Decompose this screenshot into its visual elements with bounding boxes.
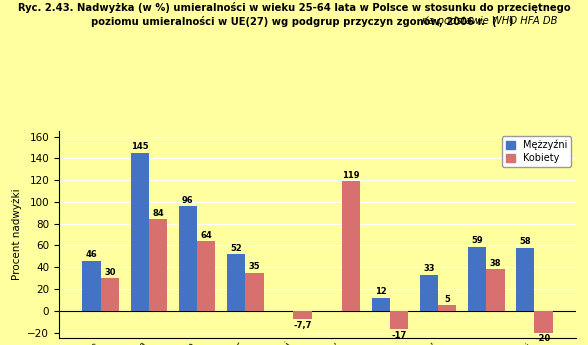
- Text: -17: -17: [392, 331, 406, 340]
- Bar: [390, 311, 408, 329]
- Bar: [438, 305, 456, 311]
- Text: 64: 64: [201, 230, 212, 239]
- Bar: [516, 248, 534, 311]
- Bar: [420, 275, 438, 311]
- Bar: [131, 153, 149, 311]
- Bar: [179, 206, 197, 311]
- Text: 59: 59: [471, 236, 483, 245]
- Text: 46: 46: [86, 250, 98, 259]
- Bar: [293, 311, 312, 319]
- Bar: [372, 298, 390, 311]
- Text: -7,7: -7,7: [293, 321, 312, 330]
- Bar: [227, 254, 245, 311]
- Bar: [197, 241, 215, 311]
- Bar: [534, 311, 553, 333]
- Text: 119: 119: [342, 170, 359, 180]
- Text: 145: 145: [131, 142, 149, 151]
- Text: poziomu umieralności w UE(27) wg podgrup przyczyn zgonów, 2006 r.  (: poziomu umieralności w UE(27) wg podgrup…: [91, 16, 497, 27]
- Bar: [468, 247, 486, 311]
- Text: 58: 58: [519, 237, 531, 246]
- Text: 5: 5: [444, 295, 450, 304]
- Bar: [101, 278, 119, 311]
- Text: 30: 30: [104, 267, 116, 277]
- Text: Ryc. 2.43. Nadwyżka (w %) umieralności w wieku 25-64 lata w Polsce w stosunku do: Ryc. 2.43. Nadwyżka (w %) umieralności w…: [18, 2, 570, 13]
- Y-axis label: Procent nadwyżki: Procent nadwyżki: [12, 189, 22, 280]
- Bar: [245, 273, 263, 311]
- Text: 38: 38: [490, 259, 501, 268]
- Text: 35: 35: [249, 262, 260, 271]
- Text: na podstawie WHO HFA DB: na podstawie WHO HFA DB: [422, 16, 557, 26]
- Text: 84: 84: [152, 209, 164, 218]
- Text: ): ): [509, 16, 513, 26]
- Bar: [486, 269, 505, 311]
- Legend: Mężzyźni, Kobiety: Mężzyźni, Kobiety: [502, 136, 572, 167]
- Text: 96: 96: [182, 196, 193, 205]
- Text: 52: 52: [230, 244, 242, 253]
- Bar: [149, 219, 167, 311]
- Bar: [82, 261, 101, 311]
- Text: -20: -20: [536, 334, 551, 343]
- Text: 33: 33: [423, 264, 435, 273]
- Text: 12: 12: [375, 287, 386, 296]
- Bar: [342, 181, 360, 311]
